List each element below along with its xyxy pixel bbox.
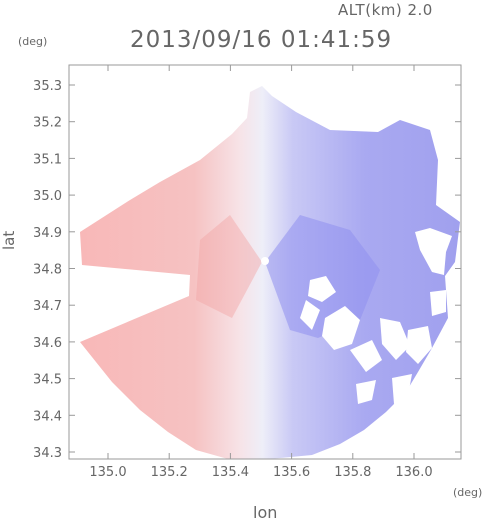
radar-site-marker [261, 257, 269, 265]
y-tick-label: 35.1 [33, 152, 62, 167]
y-tick-label: 34.8 [33, 263, 62, 278]
y-tick-label: 34.5 [33, 373, 62, 388]
scan-timestamp: 2013/09/16 01:41:59 [130, 27, 393, 53]
y-axis-ticks: 34.3 34.4 34.5 34.6 34.7 34.8 34.9 35.0 35.1 35.2… [33, 79, 461, 461]
x-tick-label: 136.0 [395, 465, 432, 480]
y-tick-label: 34.3 [33, 446, 62, 461]
x-tick-label: 135.2 [151, 465, 188, 480]
no-echo-gaps [300, 228, 452, 404]
x-tick-label: 135.6 [273, 465, 310, 480]
plot-frame [68, 64, 462, 460]
y-tick-label: 34.6 [33, 336, 62, 351]
approaching-core [196, 215, 262, 318]
x-tick-label: 135.4 [212, 465, 249, 480]
x-axis-unit: (deg) [453, 486, 483, 499]
y-tick-label: 35.2 [33, 116, 62, 131]
altitude-label: ALT(km) 2.0 [338, 1, 433, 19]
y-tick-label: 34.9 [33, 226, 62, 241]
y-tick-label: 35.0 [33, 189, 62, 204]
x-axis-label: lon [253, 503, 278, 522]
radar-echo-field [80, 86, 460, 459]
x-tick-label: 135.0 [89, 465, 126, 480]
y-tick-label: 34.7 [33, 299, 62, 314]
x-tick-label: 135.8 [334, 465, 371, 480]
x-axis-ticks: 135.0 135.2 135.4 135.6 135.8 136.0 [89, 65, 433, 480]
y-tick-label: 35.3 [33, 79, 62, 94]
y-tick-label: 34.4 [33, 409, 62, 424]
y-axis-unit: (deg) [18, 35, 48, 48]
receding-core [265, 215, 380, 338]
